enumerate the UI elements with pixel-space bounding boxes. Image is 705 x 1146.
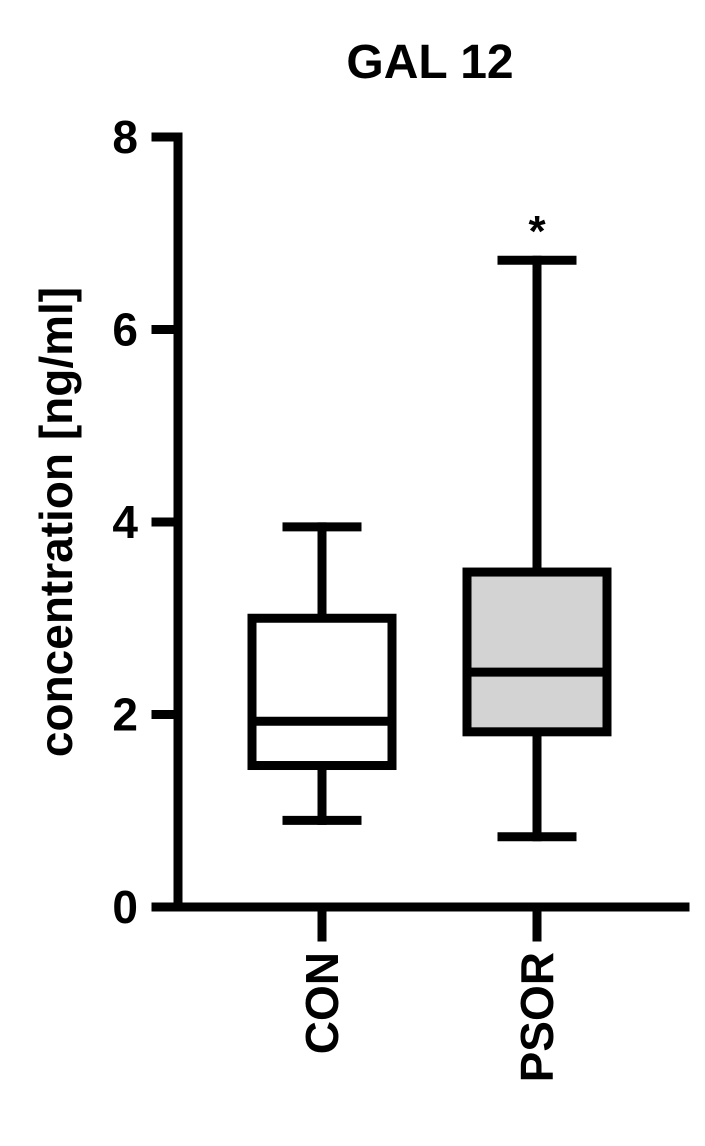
significance-marker: * [528,207,546,256]
x-tick-label: PSOR [511,952,563,1082]
y-tick-label: 2 [112,689,138,741]
iqr-box [462,567,612,737]
plot-area: 0 2 4 6 8 CON PSOR * [112,111,690,1082]
y-tick-label: 4 [112,496,138,548]
box-psor: PSOR * [462,207,612,1082]
y-tick-label: 8 [112,111,138,163]
box-con: CON [247,522,397,1054]
y-tick-label: 6 [112,304,138,356]
chart-title: GAL 12 [346,36,513,89]
y-tick-label: 0 [112,881,138,933]
iqr-box [247,613,397,771]
x-tick-label: CON [296,952,348,1054]
y-axis-label: concentration [ng/ml] [30,287,82,757]
